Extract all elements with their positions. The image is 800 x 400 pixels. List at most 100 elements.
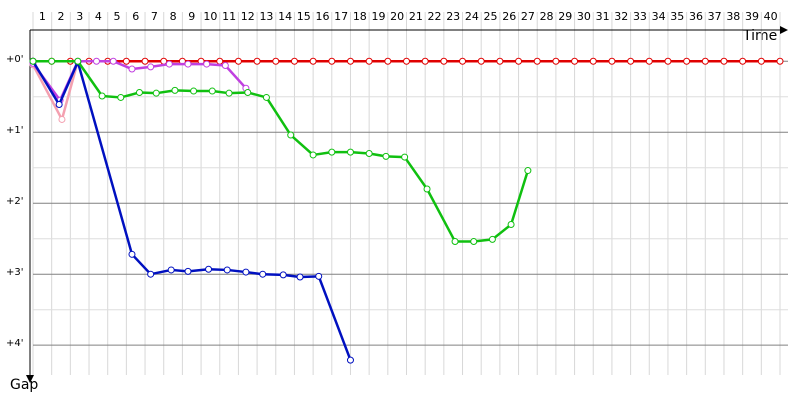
x-tick-label: 40 bbox=[764, 10, 778, 23]
data-point bbox=[48, 57, 56, 65]
data-point bbox=[384, 57, 392, 65]
data-point bbox=[346, 57, 354, 65]
x-tick-label: 31 bbox=[596, 10, 610, 23]
y-axis-label: Gap bbox=[10, 377, 38, 393]
y-tick-label: +4' bbox=[6, 338, 24, 349]
data-point bbox=[128, 65, 136, 73]
data-point bbox=[470, 238, 478, 246]
x-tick-label: 38 bbox=[726, 10, 740, 23]
data-point bbox=[135, 88, 143, 96]
data-point bbox=[403, 57, 410, 65]
x-tick-label: 29 bbox=[558, 10, 572, 23]
data-point bbox=[98, 92, 106, 100]
x-tick-label: 10 bbox=[203, 10, 217, 23]
data-point bbox=[184, 267, 192, 275]
x-tick-label: 13 bbox=[259, 10, 273, 23]
data-point bbox=[234, 57, 242, 65]
x-tick-label: 36 bbox=[689, 10, 703, 23]
data-point bbox=[225, 89, 233, 97]
x-tick-label: 18 bbox=[353, 10, 367, 23]
data-point bbox=[272, 57, 280, 65]
x-tick-label: 32 bbox=[614, 10, 628, 23]
x-tick-label: 37 bbox=[708, 10, 722, 23]
x-tick-label: 33 bbox=[633, 10, 647, 23]
x-tick-label: 16 bbox=[315, 10, 329, 23]
y-tick-label: +3' bbox=[6, 267, 24, 278]
data-point bbox=[608, 57, 616, 65]
data-point bbox=[645, 57, 653, 65]
y-tick-label: +2' bbox=[6, 196, 24, 207]
data-point bbox=[29, 57, 37, 65]
x-tick-label: 25 bbox=[484, 10, 498, 23]
data-point bbox=[664, 57, 672, 65]
x-tick-label: 20 bbox=[390, 10, 404, 23]
data-point bbox=[627, 57, 635, 65]
data-point bbox=[552, 57, 560, 65]
data-point bbox=[459, 57, 467, 65]
data-point bbox=[346, 148, 354, 156]
data-point bbox=[55, 101, 63, 109]
data-point bbox=[58, 115, 66, 123]
data-point bbox=[287, 131, 295, 139]
data-point bbox=[74, 57, 82, 65]
data-point bbox=[328, 57, 336, 65]
data-point bbox=[171, 86, 179, 94]
data-point bbox=[216, 57, 224, 65]
data-point bbox=[122, 57, 130, 65]
y-axis-arrow bbox=[26, 375, 34, 383]
data-point bbox=[423, 185, 431, 193]
data-point bbox=[524, 167, 532, 175]
x-tick-label: 34 bbox=[652, 10, 666, 23]
data-point bbox=[365, 150, 373, 158]
x-tick-label: 4 bbox=[95, 10, 102, 23]
x-tick-label: 21 bbox=[409, 10, 423, 23]
data-point bbox=[683, 57, 691, 65]
x-tick-label: 23 bbox=[446, 10, 460, 23]
x-tick-label: 39 bbox=[745, 10, 759, 23]
data-point bbox=[589, 57, 597, 65]
x-tick-label: 12 bbox=[241, 10, 255, 23]
data-point bbox=[152, 89, 160, 97]
x-tick-label: 1 bbox=[39, 10, 46, 23]
data-point bbox=[109, 57, 117, 65]
x-tick-label: 19 bbox=[371, 10, 385, 23]
x-tick-label: 35 bbox=[670, 10, 684, 23]
x-tick-label: 7 bbox=[151, 10, 158, 23]
y-tick-label: +0' bbox=[6, 54, 24, 65]
data-point bbox=[401, 153, 409, 161]
x-tick-label: 5 bbox=[114, 10, 121, 23]
data-point bbox=[205, 265, 213, 273]
data-point bbox=[242, 268, 250, 276]
data-point bbox=[421, 57, 429, 65]
data-point bbox=[701, 57, 709, 65]
x-tick-label: 9 bbox=[188, 10, 195, 23]
x-tick-label: 11 bbox=[222, 10, 236, 23]
data-point bbox=[382, 152, 390, 160]
data-point bbox=[290, 57, 298, 65]
data-point bbox=[203, 60, 211, 68]
data-point bbox=[147, 270, 155, 278]
data-point bbox=[515, 57, 523, 65]
data-point bbox=[167, 266, 175, 274]
data-point bbox=[365, 57, 373, 65]
data-point bbox=[776, 57, 784, 65]
data-point bbox=[757, 57, 765, 65]
data-point bbox=[184, 60, 192, 68]
x-tick-label: 2 bbox=[58, 10, 65, 23]
data-point bbox=[296, 273, 304, 281]
x-tick-label: 6 bbox=[132, 10, 139, 23]
x-tick-label: 8 bbox=[170, 10, 177, 23]
data-point bbox=[488, 235, 496, 243]
data-point bbox=[477, 57, 485, 65]
data-point bbox=[253, 57, 261, 65]
data-point bbox=[739, 57, 747, 65]
data-point bbox=[346, 356, 354, 364]
data-point bbox=[92, 57, 100, 65]
data-point bbox=[309, 151, 317, 159]
x-tick-label: 28 bbox=[540, 10, 554, 23]
x-tick-label: 24 bbox=[465, 10, 479, 23]
data-point bbox=[259, 270, 267, 278]
data-point bbox=[160, 57, 168, 65]
data-point bbox=[208, 87, 216, 95]
